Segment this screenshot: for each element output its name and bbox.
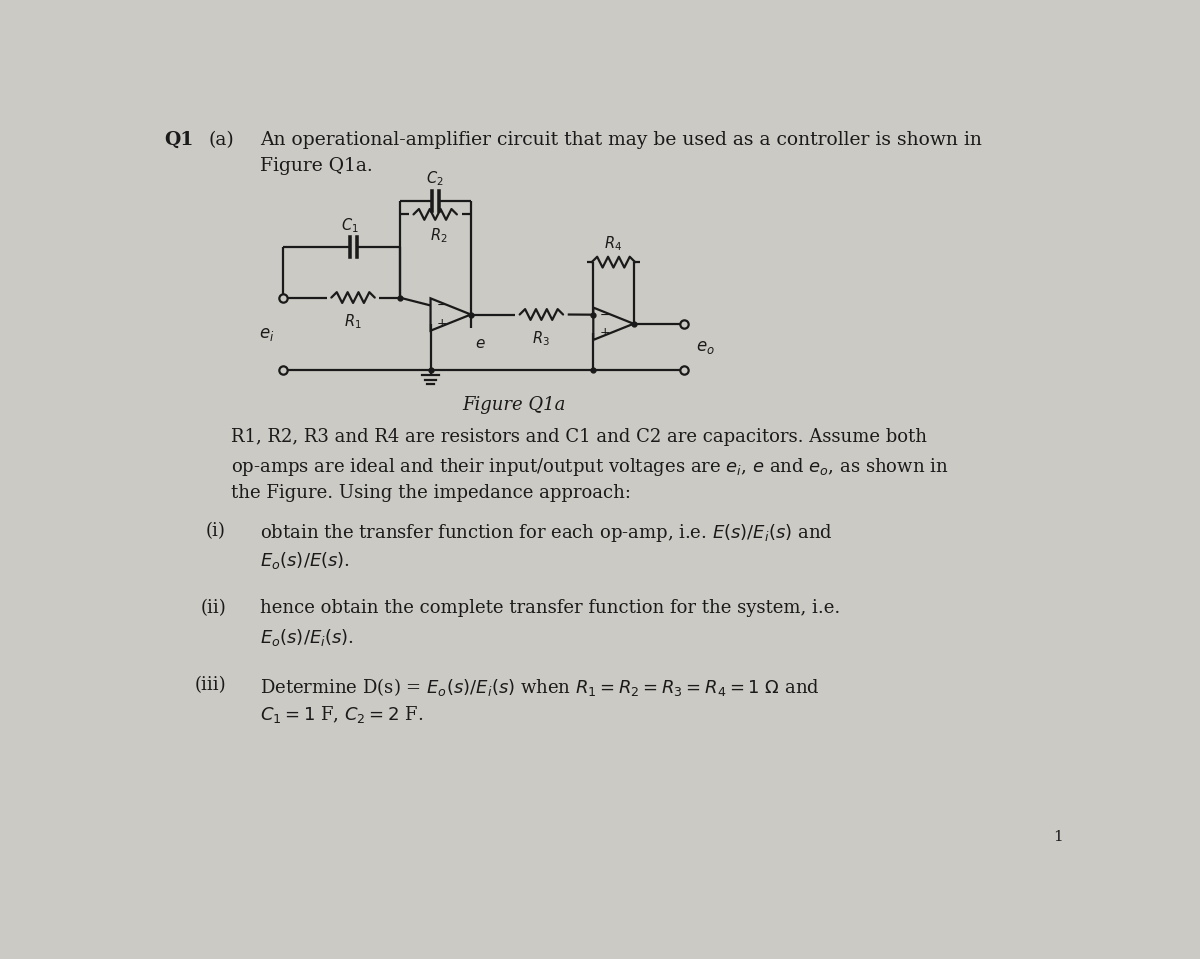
Text: $C_1$: $C_1$ <box>341 217 359 235</box>
Text: (ii): (ii) <box>200 599 226 618</box>
Text: 1: 1 <box>1054 830 1063 844</box>
Text: $R_3$: $R_3$ <box>533 329 551 348</box>
Text: $E_o(s)/E(s)$.: $E_o(s)/E(s)$. <box>260 550 350 572</box>
Text: $e$: $e$ <box>475 336 486 351</box>
Text: Determine D(s) = $E_o(s)/E_i(s)$ when $R_1 = R_2 = R_3 = R_4 = 1\ \Omega$ and: Determine D(s) = $E_o(s)/E_i(s)$ when $R… <box>260 676 820 698</box>
Text: obtain the transfer function for each op-amp, i.e. $E(s)/E_i(s)$ and: obtain the transfer function for each op… <box>260 523 833 545</box>
Text: $+$: $+$ <box>436 317 448 330</box>
Text: $+$: $+$ <box>599 326 610 339</box>
Text: (a): (a) <box>208 131 234 150</box>
Text: Q1: Q1 <box>164 131 193 150</box>
Text: $-$: $-$ <box>599 308 610 320</box>
Text: (i): (i) <box>206 523 226 541</box>
Text: $C_2$: $C_2$ <box>426 170 444 188</box>
Text: $R_4$: $R_4$ <box>605 234 623 253</box>
Text: R1, R2, R3 and R4 are resistors and C1 and C2 are capacitors. Assume both: R1, R2, R3 and R4 are resistors and C1 a… <box>232 429 928 447</box>
Text: (iii): (iii) <box>194 676 227 694</box>
Text: $e_o$: $e_o$ <box>696 338 714 356</box>
Text: $R_1$: $R_1$ <box>344 313 362 331</box>
Text: the Figure. Using the impedance approach:: the Figure. Using the impedance approach… <box>232 484 631 502</box>
Text: Figure Q1a: Figure Q1a <box>462 396 566 414</box>
Text: hence obtain the complete transfer function for the system, i.e.: hence obtain the complete transfer funct… <box>260 599 840 618</box>
Text: $R_2$: $R_2$ <box>431 226 448 245</box>
Text: $-$: $-$ <box>436 298 448 311</box>
Text: op-amps are ideal and their input/output voltages are $e_i$, $e$ and $e_o$, as s: op-amps are ideal and their input/output… <box>232 456 949 479</box>
Text: $C_1 = 1$ F, $C_2 = 2$ F.: $C_1 = 1$ F, $C_2 = 2$ F. <box>260 704 424 725</box>
Text: An operational-amplifier circuit that may be used as a controller is shown in: An operational-amplifier circuit that ma… <box>260 131 982 150</box>
Text: Figure Q1a.: Figure Q1a. <box>260 156 373 175</box>
Text: $E_o(s)/E_i(s)$.: $E_o(s)/E_i(s)$. <box>260 627 354 648</box>
Text: $e_i$: $e_i$ <box>258 325 274 342</box>
